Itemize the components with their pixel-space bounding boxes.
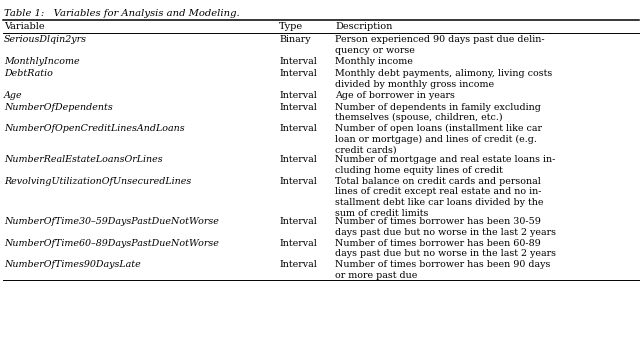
Text: NumberOfTime30–59DaysPastDueNotWorse: NumberOfTime30–59DaysPastDueNotWorse	[4, 217, 219, 226]
Text: NumberOfOpenCreditLinesAndLoans: NumberOfOpenCreditLinesAndLoans	[4, 124, 184, 133]
Text: Monthly debt payments, alimony, living costs
divided by monthly gross income: Monthly debt payments, alimony, living c…	[335, 69, 552, 89]
Text: NumberOfDependents: NumberOfDependents	[4, 103, 113, 112]
Text: Interval: Interval	[279, 57, 317, 66]
Text: Interval: Interval	[279, 124, 317, 133]
Text: Description: Description	[335, 22, 392, 31]
Text: NumberOfTime60–89DaysPastDueNotWorse: NumberOfTime60–89DaysPastDueNotWorse	[4, 238, 219, 248]
Text: Age: Age	[4, 90, 22, 99]
Text: Person experienced 90 days past due delin-
quency or worse: Person experienced 90 days past due deli…	[335, 36, 545, 55]
Text: Interval: Interval	[279, 238, 317, 248]
Text: Age of borrower in years: Age of borrower in years	[335, 90, 455, 99]
Text: DebtRatio: DebtRatio	[4, 69, 53, 78]
Text: Interval: Interval	[279, 176, 317, 185]
Text: SeriousDlqin2yrs: SeriousDlqin2yrs	[4, 36, 87, 45]
Text: Number of mortgage and real estate loans in-
cluding home equity lines of credit: Number of mortgage and real estate loans…	[335, 155, 556, 175]
Text: RevolvingUtilizationOfUnsecuredLines: RevolvingUtilizationOfUnsecuredLines	[4, 176, 191, 185]
Text: Interval: Interval	[279, 103, 317, 112]
Text: Number of times borrower has been 30-59
days past due but no worse in the last 2: Number of times borrower has been 30-59 …	[335, 217, 556, 237]
Text: Monthly income: Monthly income	[335, 57, 413, 66]
Text: Number of dependents in family excluding
themselves (spouse, children, etc.): Number of dependents in family excluding…	[335, 103, 541, 122]
Text: NumberRealEstateLoansOrLines: NumberRealEstateLoansOrLines	[4, 155, 163, 164]
Text: Interval: Interval	[279, 260, 317, 269]
Text: Interval: Interval	[279, 217, 317, 226]
Text: Binary: Binary	[279, 36, 310, 45]
Text: NumberOfTimes90DaysLate: NumberOfTimes90DaysLate	[4, 260, 141, 269]
Text: Total balance on credit cards and personal
lines of credit except real estate an: Total balance on credit cards and person…	[335, 176, 543, 218]
Text: Number of times borrower has been 90 days
or more past due: Number of times borrower has been 90 day…	[335, 260, 550, 280]
Text: Variable: Variable	[4, 22, 45, 31]
Text: Interval: Interval	[279, 69, 317, 78]
Text: Number of open loans (installment like car
loan or mortgage) and lines of credit: Number of open loans (installment like c…	[335, 124, 542, 155]
Text: Table 1:   Variables for Analysis and Modeling.: Table 1: Variables for Analysis and Mode…	[4, 9, 239, 18]
Text: Interval: Interval	[279, 90, 317, 99]
Text: Interval: Interval	[279, 155, 317, 164]
Text: MonthlyIncome: MonthlyIncome	[4, 57, 79, 66]
Text: Number of times borrower has been 60-89
days past due but no worse in the last 2: Number of times borrower has been 60-89 …	[335, 238, 556, 258]
Text: Type: Type	[279, 22, 303, 31]
